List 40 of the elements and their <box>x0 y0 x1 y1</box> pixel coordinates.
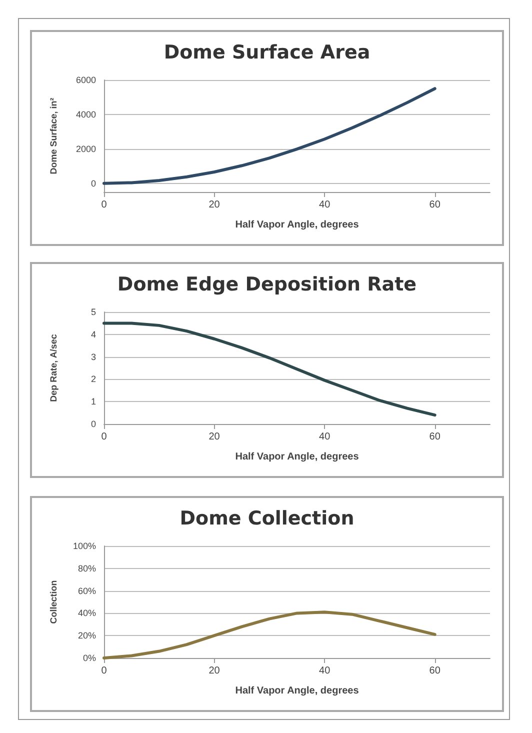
y-tick-label: 40% <box>78 608 96 618</box>
y-tick-label: 0 <box>90 178 96 188</box>
y-tick-label: 3 <box>90 352 96 362</box>
y-tick-label: 1 <box>90 396 96 407</box>
y-tick-label: 2 <box>90 374 96 384</box>
x-tick-label: 0 <box>101 432 108 442</box>
x-tick-label: 20 <box>208 200 220 210</box>
x-tick-label: 0 <box>101 200 108 210</box>
chart-title: Dome Collection <box>180 508 354 530</box>
x-axis-title: Half Vapor Angle, degrees <box>235 220 360 230</box>
x-tick-label: 40 <box>319 200 331 210</box>
y-axis-title: Dep Rate, A/sec <box>48 334 58 402</box>
y-tick-label: 5 <box>90 307 96 317</box>
x-axis-title: Half Vapor Angle, degrees <box>235 452 360 462</box>
x-tick-label: 60 <box>429 432 441 442</box>
chart-title: Dome Surface Area <box>164 42 370 64</box>
x-tick-label: 60 <box>429 200 441 210</box>
y-tick-label: 20% <box>78 630 96 641</box>
x-tick-label: 40 <box>319 432 331 442</box>
line-series <box>102 322 436 417</box>
chart-title: Dome Edge Deposition Rate <box>117 274 417 296</box>
x-tick-label: 0 <box>101 666 108 676</box>
x-tick-label: 20 <box>208 666 220 676</box>
x-tick-label: 20 <box>208 432 220 442</box>
y-tick-label: 4000 <box>76 109 96 120</box>
line-series <box>102 87 436 185</box>
x-axis-title: Half Vapor Angle, degrees <box>235 686 360 696</box>
line-series <box>102 610 436 660</box>
y-tick-label: 0 <box>90 419 96 429</box>
y-tick-label: 100% <box>72 541 96 551</box>
x-tick-label: 40 <box>319 666 331 676</box>
y-axis-title: Collection <box>48 580 58 624</box>
y-tick-label: 0% <box>82 653 96 663</box>
y-tick-label: 80% <box>78 563 96 574</box>
y-tick-label: 6000 <box>76 75 96 85</box>
y-tick-label: 4 <box>90 329 96 340</box>
y-axis-title: Dome Surface, in² <box>48 98 58 174</box>
y-tick-label: 60% <box>78 586 96 596</box>
x-tick-label: 60 <box>429 666 441 676</box>
y-tick-label: 2000 <box>76 144 96 154</box>
